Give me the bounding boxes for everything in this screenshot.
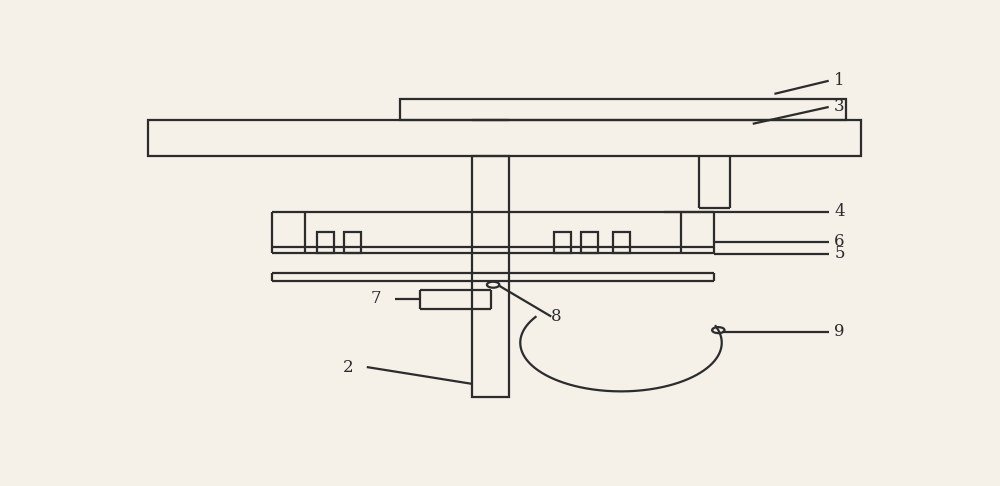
Text: 6: 6 (834, 233, 845, 250)
Bar (472, 156, 509, 397)
Text: 2: 2 (343, 359, 354, 376)
Text: 4: 4 (834, 203, 845, 220)
Text: 9: 9 (834, 323, 845, 340)
Bar (148, 120, 861, 156)
Text: 1: 1 (834, 72, 845, 89)
Bar (613, 232, 630, 253)
Text: 5: 5 (834, 245, 845, 262)
Text: 3: 3 (834, 99, 845, 116)
Text: 8: 8 (551, 308, 562, 325)
Bar (317, 232, 334, 253)
Bar (554, 232, 571, 253)
Bar (344, 232, 361, 253)
Text: 7: 7 (370, 290, 381, 307)
Bar (400, 100, 846, 120)
Bar (581, 232, 598, 253)
